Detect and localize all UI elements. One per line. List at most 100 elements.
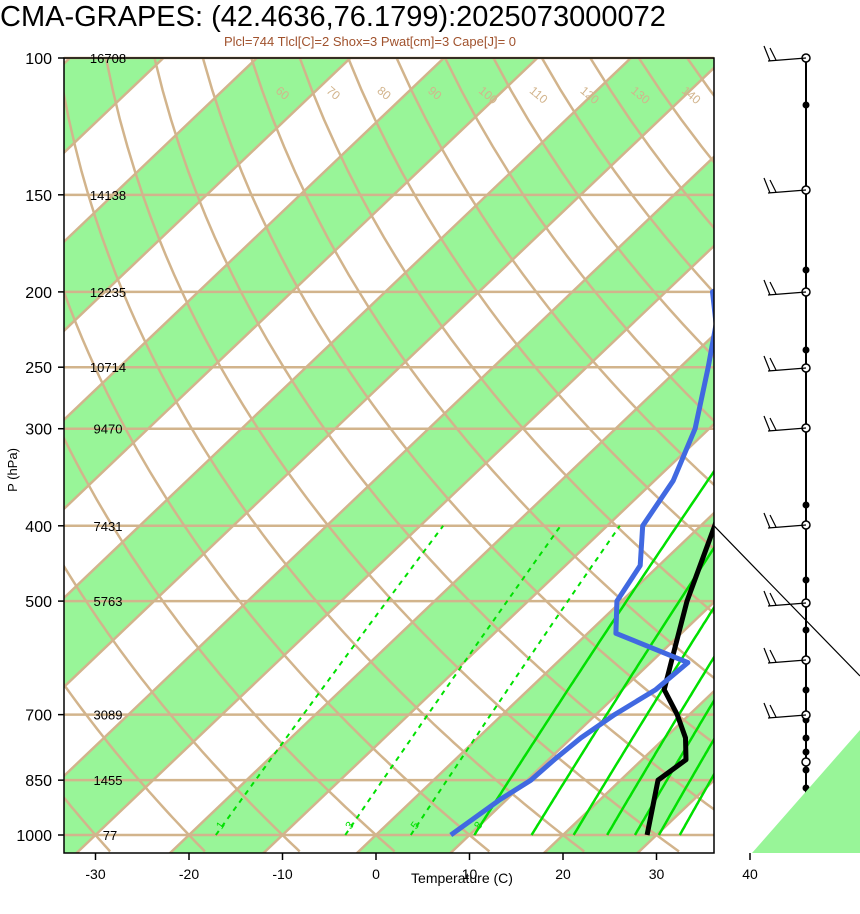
wind-barb: [767, 189, 807, 194]
wind-barb-feather: [763, 279, 771, 296]
isotherm-line: [355, 511, 714, 853]
dashed-mixing-ratio-line: [344, 525, 562, 836]
wind-barb: [767, 659, 807, 664]
corner-band: [752, 730, 860, 853]
wind-barb-feather: [769, 592, 777, 606]
chart-subtitle: Plcl=744 Tlcl[C]=2 Shox=3 Pwat[cm]=3 Cap…: [223, 34, 517, 49]
x-tick-label: 30: [649, 866, 665, 882]
isotherm-line: [64, 58, 259, 244]
mixing-ratio-label: 12: [852, 317, 860, 331]
wind-barb-feather: [769, 357, 777, 371]
plot-frame: [63, 57, 715, 854]
isotherm-label: 10: [713, 574, 735, 596]
wind-level-dot: [802, 626, 810, 634]
isotherm-line: [168, 333, 714, 853]
dry-adiabat-line: [64, 682, 206, 853]
dashed-mixing-ratio-label: 1: [214, 820, 227, 832]
wind-barb-base: [801, 757, 811, 767]
dry-adiabat-line: [711, 22, 860, 851]
wind-barb-feather: [763, 415, 771, 432]
wind-barb: [767, 427, 807, 432]
wind-barb: [767, 367, 807, 372]
mixing-ratio-line: [530, 545, 714, 836]
wind-barb-feather: [763, 355, 771, 372]
x-axis-label: Temperature (C): [411, 870, 513, 886]
dashed-mixing-ratio-label: 3: [343, 820, 356, 832]
mixing-ratio-line: [678, 771, 714, 836]
x-tick-label: 10: [462, 866, 478, 882]
isotherm-line: [64, 58, 446, 422]
wind-barb-column: [713, 45, 860, 853]
y-tick-label: 250: [25, 360, 52, 377]
isotherm-line: [542, 689, 714, 853]
wind-barb-feather: [763, 590, 771, 607]
dry-adiabat-line: [0, 22, 15, 851]
wind-level-dot: [802, 734, 810, 742]
wind-barb-feather: [769, 649, 777, 663]
isotherm-line: [64, 58, 540, 511]
temperature-band: [64, 58, 714, 687]
y-tick-label: 150: [25, 188, 52, 205]
y-tick-label: 850: [25, 773, 52, 790]
wind-barb-feather: [763, 647, 771, 664]
height-label: 7431: [94, 519, 123, 534]
isotherm-lines: [0, 0, 714, 882]
dry-adiabat-label: 80: [374, 83, 393, 103]
y-tick-label: 300: [25, 422, 52, 439]
height-label: 5763: [94, 594, 123, 609]
dewpoint-profile: [449, 288, 714, 838]
y-tick-label: 100: [25, 51, 52, 68]
isotherm-line: [64, 66, 714, 689]
temperature-profile: [644, 519, 714, 836]
x-tick-label: -10: [272, 866, 292, 882]
wind-barb-feather: [769, 281, 777, 295]
y-tick-label: 700: [25, 708, 52, 725]
dashed-mixing-ratio-label: 5: [409, 820, 422, 832]
wind-level-dot: [802, 576, 810, 584]
dry-adiabat-label: 70: [324, 83, 343, 103]
wind-barb: [767, 602, 807, 607]
mixing-ratio-line: [606, 654, 714, 836]
x-tick-label: -20: [179, 866, 199, 882]
height-label: 3089: [94, 708, 123, 723]
wind-barb-feather: [769, 704, 777, 718]
mixing-ratio-line: [657, 736, 714, 836]
wind-barb-feather: [763, 177, 771, 194]
isotherm-line: [448, 600, 714, 853]
wind-level-dot: [802, 266, 810, 274]
height-label: 1455: [94, 773, 123, 788]
dashed-mixing-ratio-line: [215, 525, 444, 836]
wind-barb: [767, 57, 807, 62]
y-tick-label: 500: [25, 594, 52, 611]
temperature-band: [64, 156, 714, 853]
y-tick-label: 400: [25, 519, 52, 536]
sounding-profiles: [449, 288, 714, 838]
isotherm-label: -20: [713, 304, 739, 330]
isotherm-line: [64, 58, 166, 155]
x-tick-label: 20: [555, 866, 571, 882]
dashed-mixing-ratio-label: 8: [472, 820, 485, 832]
mixing-ratio-line: [473, 469, 714, 836]
chart-title: CMA-GRAPES: (42.4636,76.1799):2025073000…: [0, 1, 666, 33]
y-tick-label: 1000: [16, 828, 52, 845]
x-tick-label: -30: [85, 866, 105, 882]
wind-level-dot: [802, 748, 810, 756]
isotherm-label: -10: [713, 393, 739, 419]
mixing-ratio-line: [633, 698, 714, 836]
x-tick-label: 0: [372, 866, 380, 882]
isotherm-label: 20: [713, 663, 735, 685]
isotherm-line: [64, 58, 353, 333]
wind-barb-feather: [763, 512, 771, 529]
wind-barb: [767, 714, 807, 719]
x-tick-label: 40: [742, 866, 758, 882]
wind-barb: [767, 524, 807, 529]
temperature-band: [0, 0, 55, 882]
height-label: 77: [103, 828, 117, 843]
mixing-ratio-line: [572, 605, 714, 836]
isotherm-line: [0, 0, 55, 882]
dry-adiabat-line: [852, 22, 860, 851]
isotherm-line: [64, 58, 633, 600]
wind-level-dot: [802, 346, 810, 354]
